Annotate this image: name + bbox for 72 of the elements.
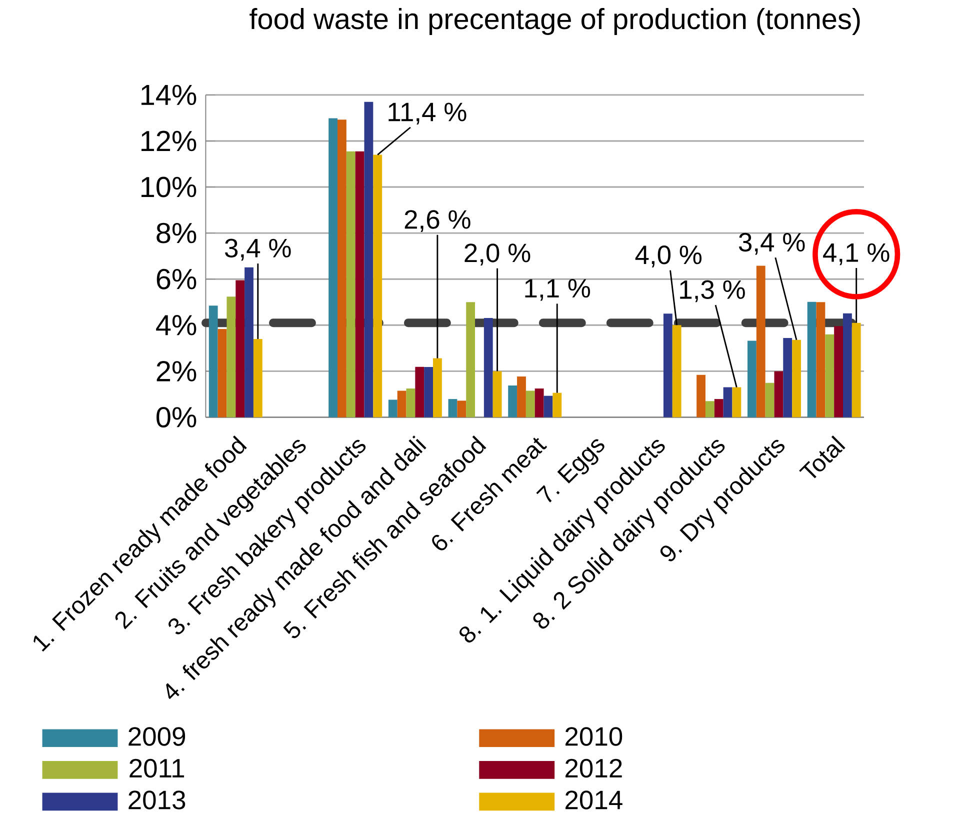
bar (388, 400, 398, 418)
data-label: 3,4 % (225, 238, 291, 261)
bar (732, 388, 742, 418)
bar (672, 325, 682, 418)
bar (466, 302, 476, 418)
bar (723, 388, 732, 418)
bar (747, 341, 756, 418)
y-tick-label: 4% (156, 315, 196, 336)
data-label: 2,6 % (404, 210, 470, 232)
chart-title: food waste in precentage of production (tonnes) (250, 8, 860, 36)
bar (517, 376, 526, 418)
bar (492, 371, 502, 418)
bar (663, 314, 672, 418)
bar (208, 306, 218, 418)
bar (346, 152, 356, 418)
bar (244, 268, 254, 418)
bar (852, 323, 861, 418)
bar (415, 367, 424, 418)
y-tick-label: 0% (156, 407, 196, 428)
bar (328, 118, 338, 418)
bar (364, 102, 374, 418)
bar (226, 296, 236, 418)
bar (337, 120, 346, 418)
bar (765, 383, 774, 418)
data-label: 1,3 % (680, 280, 745, 302)
legend-label: 2011 (130, 759, 184, 778)
legend-label: 2010 (566, 727, 622, 746)
bar (696, 375, 706, 418)
bar (526, 390, 535, 418)
y-tick-label: 10% (142, 177, 196, 198)
bar (783, 338, 792, 418)
bar (355, 152, 364, 418)
y-tick-label: 8% (156, 223, 196, 244)
y-tick-label: 6% (156, 269, 196, 290)
legend-label: 2009 (128, 727, 186, 746)
legend-label: 2014 (566, 790, 622, 810)
bar (253, 339, 262, 418)
bar (448, 399, 458, 418)
data-label: 4,0 % (635, 246, 702, 268)
bar (552, 393, 562, 418)
bar (756, 266, 766, 418)
bar (792, 340, 801, 418)
bar (834, 326, 843, 418)
bar (373, 155, 382, 418)
bar (816, 302, 826, 418)
data-label: 11,4 % (388, 102, 466, 125)
data-label: 2,0 % (464, 244, 530, 266)
bar (484, 318, 493, 418)
bar (218, 329, 227, 418)
bar (457, 400, 466, 418)
legend-label: 2012 (566, 759, 622, 778)
bar (406, 388, 416, 418)
bar (544, 396, 553, 418)
y-tick-label: 14% (142, 85, 196, 106)
bar (714, 399, 724, 418)
legend-label: 2013 (128, 790, 186, 810)
bar (705, 401, 714, 418)
y-tick-label: 12% (142, 131, 196, 152)
bar (807, 302, 816, 418)
bar (236, 280, 245, 418)
bar (774, 371, 784, 418)
data-label: 4,1 % (823, 244, 890, 266)
bar (397, 390, 406, 418)
bar (534, 388, 544, 418)
bar (825, 334, 834, 418)
y-tick-label: 2% (156, 361, 196, 382)
bar (843, 314, 852, 418)
bar (433, 358, 442, 418)
data-label: 3,4 % (738, 233, 805, 255)
bar (508, 386, 518, 418)
data-label: 1,1 % (525, 279, 590, 302)
bar (424, 367, 433, 418)
